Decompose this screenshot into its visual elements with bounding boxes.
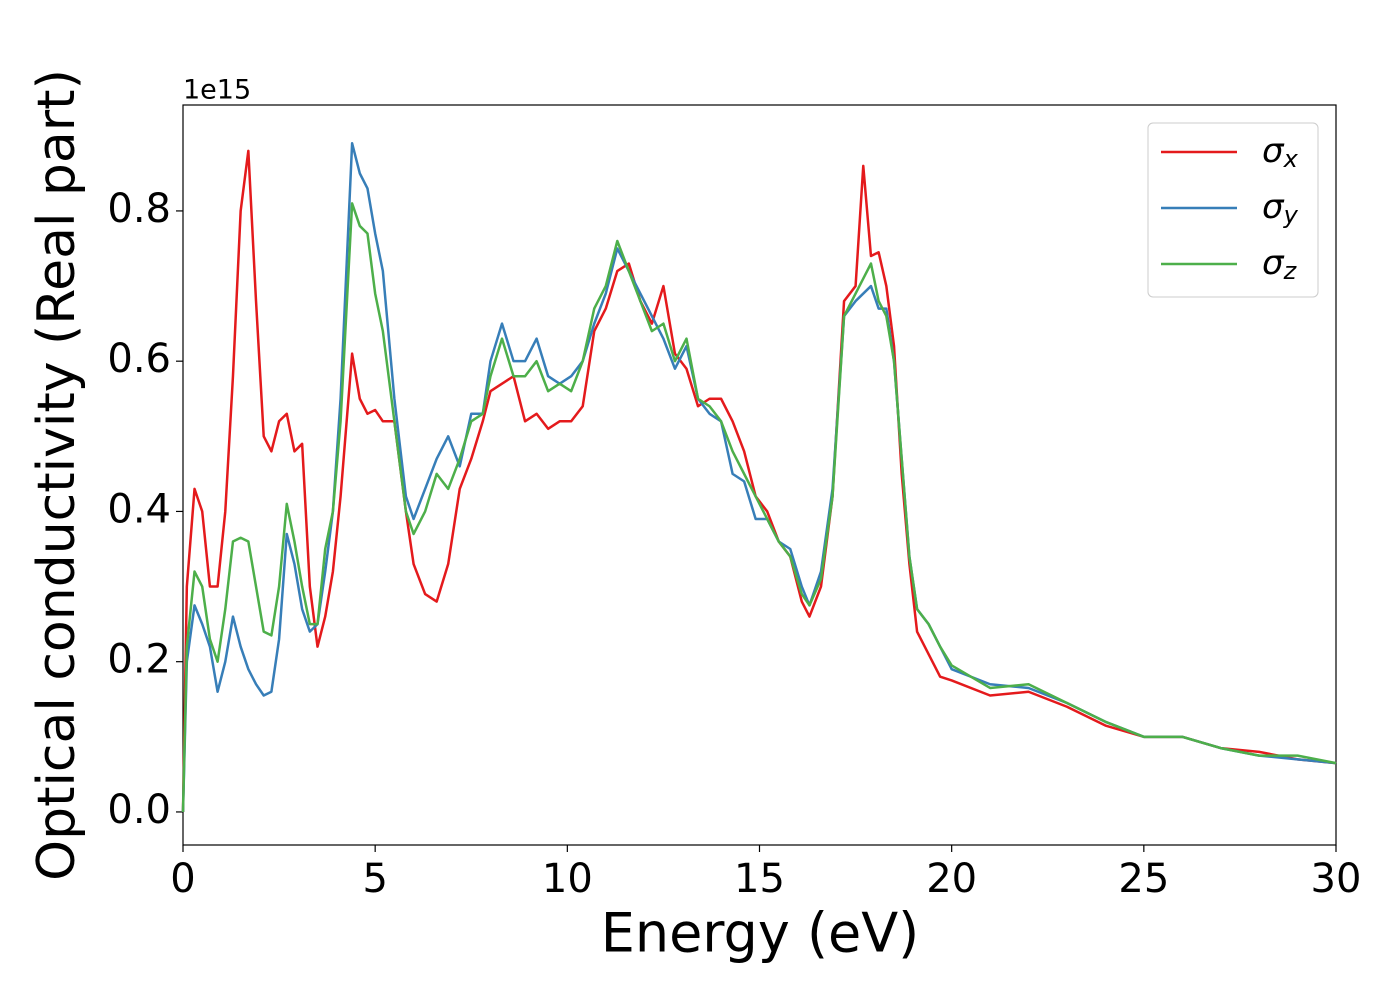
- legend-box: [1147, 122, 1319, 298]
- x-axis-label: Energy (eV): [601, 902, 920, 965]
- x-tick-label: 30: [1311, 856, 1362, 902]
- series-line: [181, 202, 1337, 812]
- x-tick-label: 5: [362, 856, 387, 902]
- y-tick-label: 0.6: [107, 336, 171, 382]
- y-axis-label: Optical conductivity (Real part): [27, 69, 87, 881]
- x-tick-label: 20: [926, 856, 977, 902]
- x-tick-label: 10: [542, 856, 593, 902]
- legend-label: σy: [1262, 187, 1299, 230]
- x-tick-label: 25: [1118, 856, 1169, 902]
- y-tick-label: 0.0: [107, 787, 171, 833]
- legend-label: σx: [1262, 131, 1299, 174]
- offset-label: 1e15: [183, 75, 251, 106]
- legend-label: σz: [1262, 243, 1298, 286]
- x-tick-label: 15: [734, 856, 785, 902]
- x-tick-label: 0: [170, 856, 195, 902]
- y-tick-label: 0.4: [107, 486, 171, 532]
- y-tick-label: 0.8: [107, 186, 171, 232]
- y-tick-label: 0.2: [107, 637, 171, 683]
